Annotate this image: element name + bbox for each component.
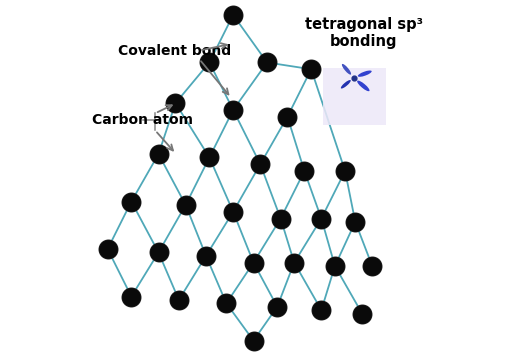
Point <box>103 246 112 252</box>
Point <box>205 155 213 160</box>
Point <box>182 202 190 208</box>
Point <box>249 260 258 266</box>
Point <box>317 216 325 222</box>
Point <box>229 107 237 113</box>
Point <box>229 107 237 113</box>
Point <box>331 263 339 269</box>
Point <box>331 263 339 269</box>
Point <box>283 114 292 120</box>
Point <box>263 60 271 65</box>
Point <box>155 250 163 255</box>
Point <box>277 216 285 222</box>
Point <box>103 246 112 252</box>
Point <box>127 294 135 299</box>
Point <box>155 151 163 157</box>
Point <box>349 75 357 80</box>
Point <box>175 297 183 303</box>
Point <box>249 338 258 344</box>
Point <box>229 209 237 215</box>
Text: tetragonal sp³
bonding: tetragonal sp³ bonding <box>305 17 423 49</box>
Point <box>205 60 213 65</box>
Point <box>155 250 163 255</box>
Point <box>307 66 315 72</box>
Ellipse shape <box>342 64 351 75</box>
Text: Carbon atom: Carbon atom <box>92 113 193 127</box>
Point <box>127 294 135 299</box>
Point <box>317 216 325 222</box>
Point <box>205 60 213 65</box>
Point <box>171 100 179 106</box>
Point <box>249 260 258 266</box>
Point <box>300 168 308 174</box>
Point <box>127 199 135 204</box>
Point <box>351 219 359 225</box>
Point <box>155 151 163 157</box>
Point <box>307 66 315 72</box>
Point <box>341 168 349 174</box>
Point <box>317 307 325 313</box>
Ellipse shape <box>358 70 372 77</box>
Point <box>205 155 213 160</box>
Point <box>182 202 190 208</box>
Point <box>249 338 258 344</box>
Point <box>290 260 298 266</box>
Ellipse shape <box>341 80 351 89</box>
Point <box>175 297 183 303</box>
FancyBboxPatch shape <box>323 67 386 125</box>
Point <box>368 263 376 269</box>
Point <box>283 114 292 120</box>
Point <box>300 168 308 174</box>
Point <box>229 209 237 215</box>
Point <box>202 253 210 259</box>
Point <box>358 311 366 316</box>
Point <box>127 199 135 204</box>
Point <box>263 60 271 65</box>
Point <box>290 260 298 266</box>
Point <box>229 12 237 18</box>
Ellipse shape <box>357 80 370 91</box>
Point <box>171 100 179 106</box>
Point <box>256 161 264 167</box>
Point <box>222 300 230 306</box>
Point <box>341 168 349 174</box>
Text: Covalent bond: Covalent bond <box>118 43 231 57</box>
Point <box>358 311 366 316</box>
Point <box>273 304 281 309</box>
Point <box>202 253 210 259</box>
Point <box>351 219 359 225</box>
Point <box>222 300 230 306</box>
Point <box>229 12 237 18</box>
Point <box>256 161 264 167</box>
Point <box>368 263 376 269</box>
Point <box>277 216 285 222</box>
Point <box>273 304 281 309</box>
Point <box>317 307 325 313</box>
